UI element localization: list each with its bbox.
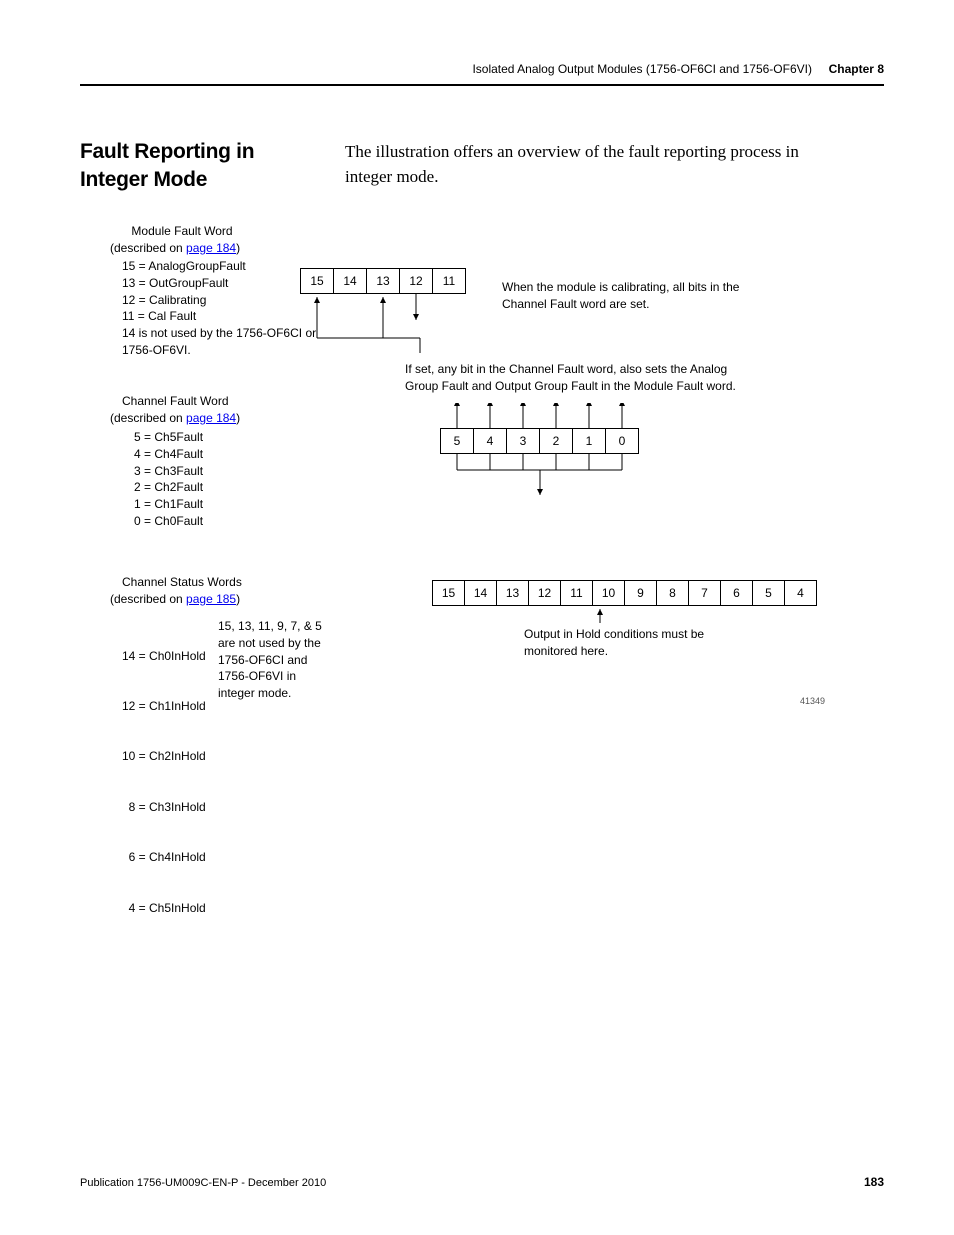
- running-header-text: Isolated Analog Output Modules (1756-OF6…: [472, 62, 812, 76]
- csw-item: 14 = Ch0InHold: [122, 648, 206, 665]
- bit-cell: 13: [366, 268, 400, 294]
- bit-cell: 14: [464, 580, 497, 606]
- bit-cell: 12: [528, 580, 561, 606]
- bit-cell: 0: [605, 428, 639, 454]
- bit-cell: 13: [496, 580, 529, 606]
- bit-cell: 11: [560, 580, 593, 606]
- cfw-item: 3 = Ch3Fault: [134, 463, 203, 480]
- mfw-desc: (described on page 184): [110, 240, 242, 257]
- chapter-label: Chapter 8: [829, 62, 884, 76]
- section-title: Fault Reporting in Integer Mode: [80, 138, 280, 195]
- bit-cell: 6: [720, 580, 753, 606]
- bit-cell: 14: [333, 268, 367, 294]
- channel-fault-word-heading-block: Channel Fault Word (described on page 18…: [122, 393, 240, 427]
- mfw-item: 13 = OutGroupFault: [122, 275, 316, 292]
- bit-cell: 15: [432, 580, 465, 606]
- bit-cell: 1: [572, 428, 606, 454]
- fault-diagram: 15 14 13 12 11 When the module is calibr…: [300, 260, 860, 720]
- bit-cell: 2: [539, 428, 573, 454]
- bit-cell: 12: [399, 268, 433, 294]
- mfw-item: 11 = Cal Fault: [122, 308, 316, 325]
- csw-heading: Channel Status Words: [122, 574, 242, 591]
- csw-desc: (described on page 185): [110, 591, 242, 608]
- page-link-184a[interactable]: page 184: [186, 241, 236, 255]
- cfw-item: 0 = Ch0Fault: [134, 513, 203, 530]
- mfw-item: 14 is not used by the 1756-OF6CI or: [122, 325, 316, 342]
- bit-cell: 9: [624, 580, 657, 606]
- page: Isolated Analog Output Modules (1756-OF6…: [0, 0, 954, 1235]
- mfw-list: 15 = AnalogGroupFault 13 = OutGroupFault…: [122, 258, 316, 359]
- cfw-desc: (described on page 184): [110, 410, 240, 427]
- cfw-list: 5 = Ch5Fault 4 = Ch4Fault 3 = Ch3Fault 2…: [134, 429, 203, 530]
- channel-status-word-bits: 15 14 13 12 11 10 9 8 7 6 5 4: [432, 580, 817, 606]
- csw-item: 10 = Ch2InHold: [122, 748, 206, 765]
- page-link-184b[interactable]: page 184: [186, 411, 236, 425]
- hold-note: Output in Hold conditions must be monito…: [524, 626, 724, 660]
- mfw-item: 15 = AnalogGroupFault: [122, 258, 316, 275]
- calibrating-note: When the module is calibrating, all bits…: [502, 279, 762, 313]
- page-number: 183: [864, 1175, 884, 1189]
- bit-cell: 10: [592, 580, 625, 606]
- module-fault-word-heading-block: Module Fault Word (described on page 184…: [122, 223, 242, 257]
- module-fault-word-bits: 15 14 13 12 11: [300, 268, 466, 294]
- cfw-heading: Channel Fault Word: [122, 393, 240, 410]
- page-link-185[interactable]: page 185: [186, 592, 236, 606]
- csw-item: 4 = Ch5InHold: [122, 900, 206, 917]
- cfw-item: 1 = Ch1Fault: [134, 496, 203, 513]
- channel-fault-word-bits: 5 4 3 2 1 0: [440, 428, 639, 454]
- section-intro: The illustration offers an overview of t…: [345, 140, 805, 189]
- bit-cell: 4: [784, 580, 817, 606]
- cfw-item: 2 = Ch2Fault: [134, 479, 203, 496]
- publication-footer: Publication 1756-UM009C-EN-P - December …: [80, 1177, 326, 1189]
- cfw-item: 5 = Ch5Fault: [134, 429, 203, 446]
- bit-cell: 15: [300, 268, 334, 294]
- csw-item: 8 = Ch3InHold: [122, 799, 206, 816]
- bit-cell: 3: [506, 428, 540, 454]
- cfw-item: 4 = Ch4Fault: [134, 446, 203, 463]
- mfw-item: 1756-OF6VI.: [122, 342, 316, 359]
- csw-list: 14 = Ch0InHold 12 = Ch1InHold 10 = Ch2In…: [122, 614, 206, 950]
- csw-item: 12 = Ch1InHold: [122, 698, 206, 715]
- bit-cell: 5: [752, 580, 785, 606]
- bit-cell: 11: [432, 268, 466, 294]
- bit-cell: 4: [473, 428, 507, 454]
- set-bit-note: If set, any bit in the Channel Fault wor…: [395, 353, 773, 403]
- mfw-item: 12 = Calibrating: [122, 292, 316, 309]
- header-rule: [80, 84, 884, 86]
- csw-item: 6 = Ch4InHold: [122, 849, 206, 866]
- channel-status-words-heading-block: Channel Status Words (described on page …: [122, 574, 242, 608]
- mfw-heading: Module Fault Word: [122, 223, 242, 240]
- bit-cell: 5: [440, 428, 474, 454]
- running-header: Isolated Analog Output Modules (1756-OF6…: [472, 62, 884, 76]
- bit-cell: 8: [656, 580, 689, 606]
- bit-cell: 7: [688, 580, 721, 606]
- figure-id: 41349: [800, 696, 825, 706]
